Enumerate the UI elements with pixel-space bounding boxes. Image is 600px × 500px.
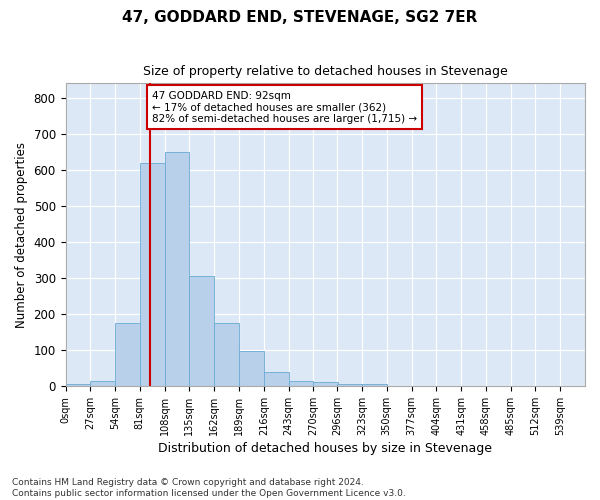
Text: 47, GODDARD END, STEVENAGE, SG2 7ER: 47, GODDARD END, STEVENAGE, SG2 7ER (122, 10, 478, 25)
X-axis label: Distribution of detached houses by size in Stevenage: Distribution of detached houses by size … (158, 442, 492, 455)
Text: 47 GODDARD END: 92sqm
← 17% of detached houses are smaller (362)
82% of semi-det: 47 GODDARD END: 92sqm ← 17% of detached … (152, 90, 417, 124)
Bar (91, 380, 115, 386)
Bar (239, 350, 264, 386)
Bar (214, 323, 239, 386)
Bar (313, 382, 338, 386)
Y-axis label: Number of detached properties: Number of detached properties (15, 142, 28, 328)
Bar (65, 384, 91, 386)
Title: Size of property relative to detached houses in Stevenage: Size of property relative to detached ho… (143, 65, 508, 78)
Bar (140, 162, 164, 386)
Bar (190, 276, 214, 386)
Bar (337, 384, 362, 386)
Bar (164, 152, 190, 386)
Bar (115, 323, 140, 386)
Bar (289, 380, 313, 386)
Bar (362, 384, 387, 386)
Text: Contains HM Land Registry data © Crown copyright and database right 2024.
Contai: Contains HM Land Registry data © Crown c… (12, 478, 406, 498)
Bar (264, 372, 289, 386)
